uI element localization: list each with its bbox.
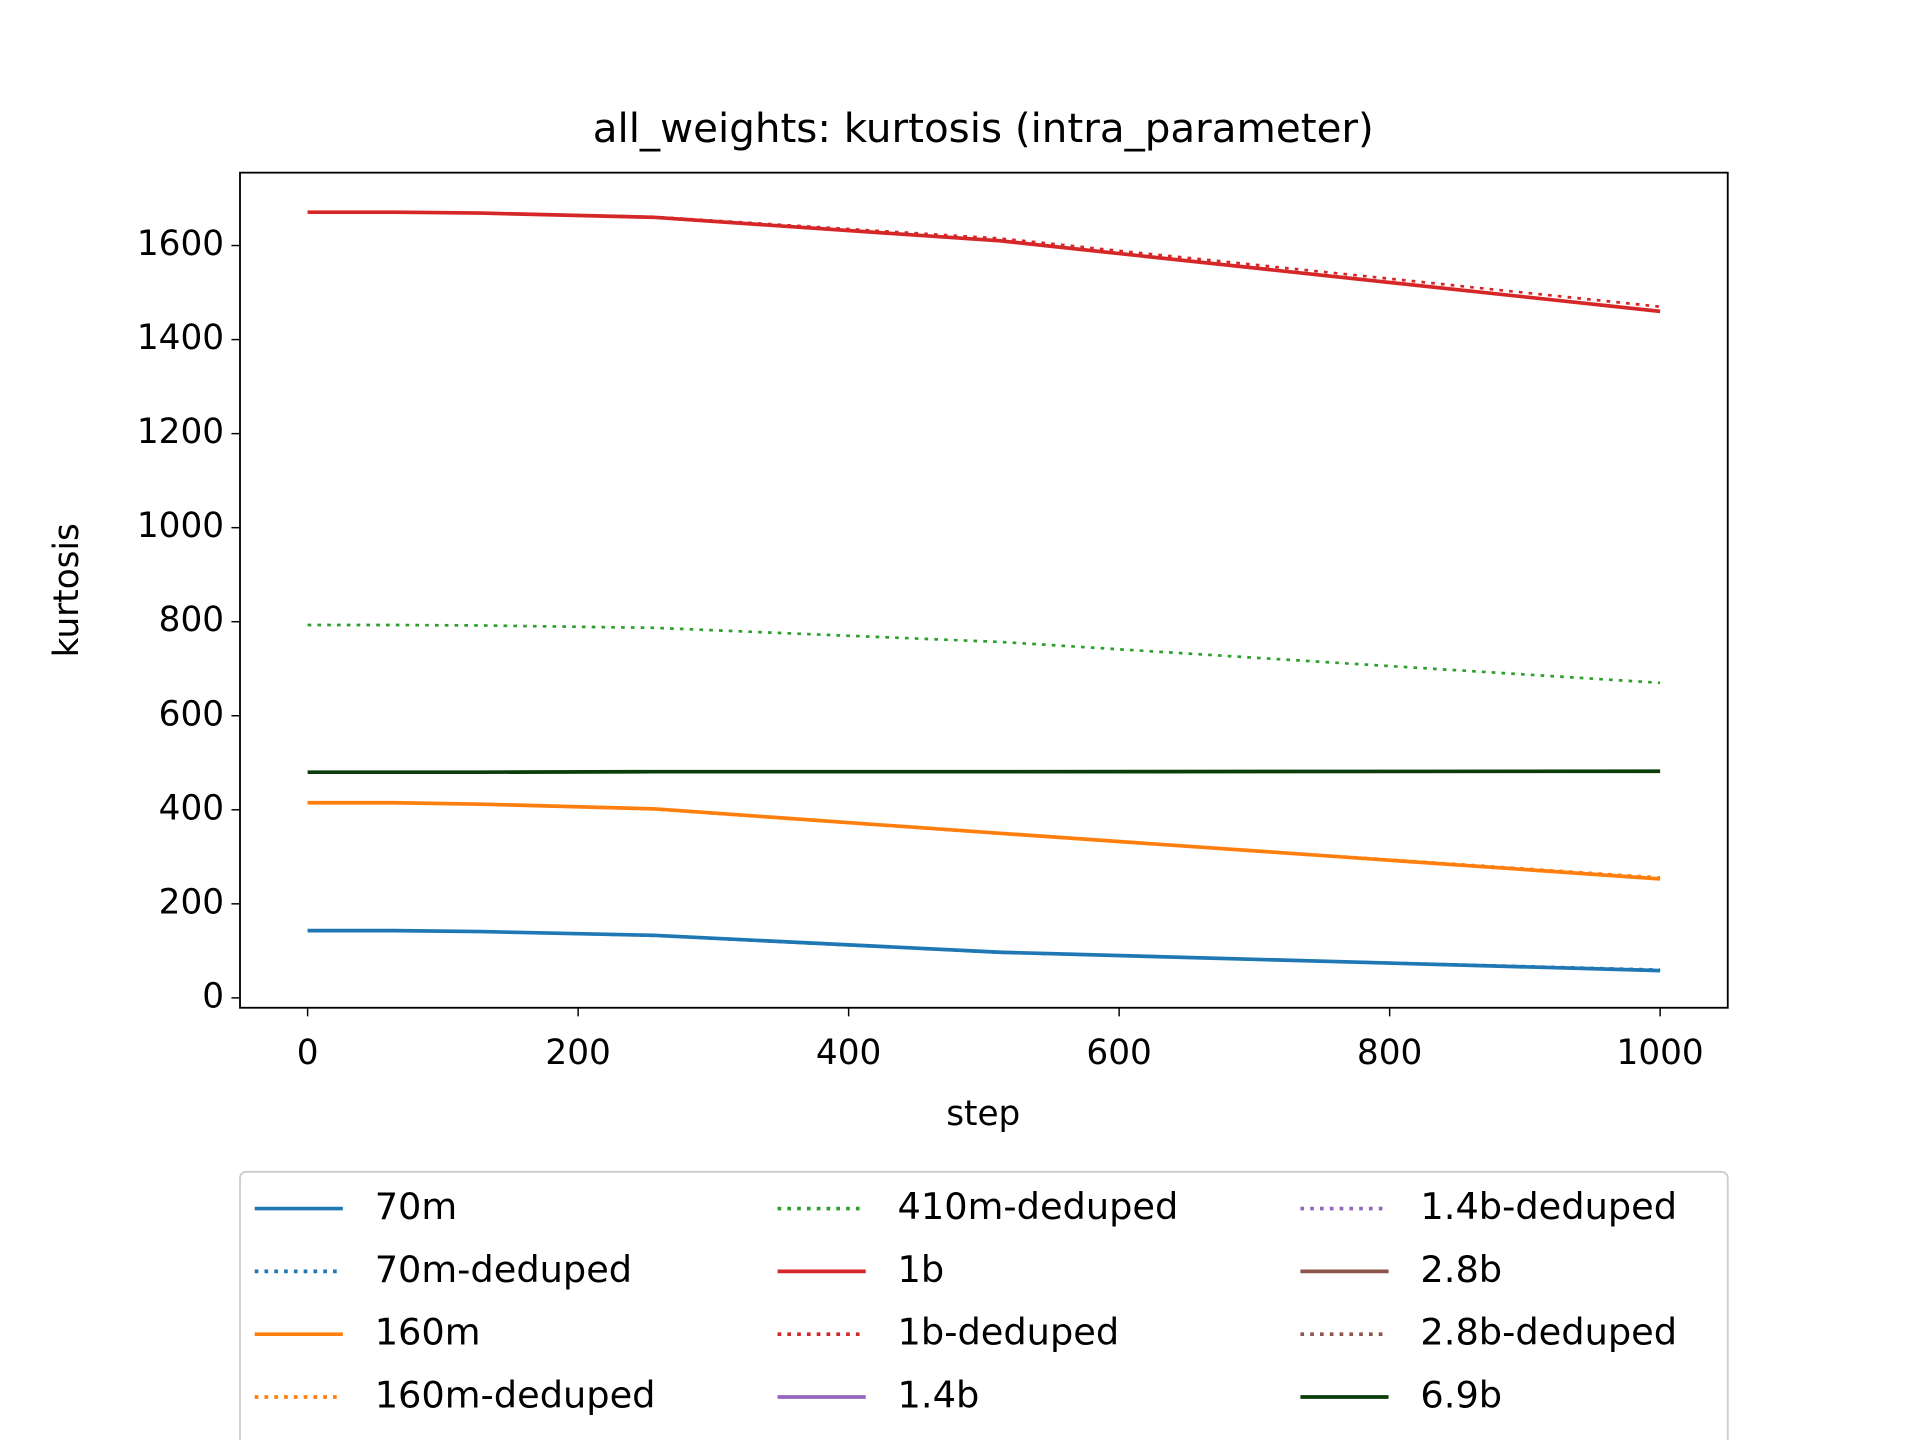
legend-box [239,1170,1729,1440]
series-line [307,623,1661,685]
y-tick-label: 1600 [137,224,224,264]
x-tick-label: 200 [545,1033,610,1073]
plot-frame [239,171,1729,1009]
x-axis-label: step [946,1094,1020,1134]
y-axis-label: kurtosis [47,523,87,657]
x-tick-label: 400 [816,1033,881,1073]
legend-label: 410m-deduped [898,1185,1179,1228]
y-tick-label: 1000 [137,506,224,546]
y-tick-label: 400 [159,788,224,828]
x-tick-label: 600 [1086,1033,1151,1073]
legend-label: 160m-deduped [375,1374,656,1417]
legend-label: 2.8b [1420,1248,1502,1291]
series-line [307,801,1661,879]
legend-label: 70m-deduped [375,1248,632,1291]
x-tick-label: 1000 [1617,1033,1704,1073]
series-line [307,929,1661,972]
x-tick-label: 800 [1357,1033,1422,1073]
y-tick-label: 0 [202,976,224,1016]
legend-label: 1b-deduped [898,1311,1120,1354]
series-line [307,210,1661,309]
y-tick-label: 600 [159,694,224,734]
legend-label: 2.8b-deduped [1420,1311,1677,1354]
y-tick-label: 200 [159,882,224,922]
legend-label: 70m [375,1185,458,1228]
y-tick-label: 800 [159,600,224,640]
legend-label: 6.9b [1420,1374,1502,1417]
series-line [307,769,1661,775]
legend-label: 160m [375,1311,481,1354]
y-tick-label: 1400 [137,318,224,358]
legend-label: 1.4b [898,1374,980,1417]
legend-label: 1.4b-deduped [1420,1185,1677,1228]
x-tick-label: 0 [297,1033,319,1073]
chart-title: all_weights: kurtosis (intra_parameter) [593,104,1374,152]
legend-label: 1b [898,1248,945,1291]
y-tick-label: 1200 [137,412,224,452]
